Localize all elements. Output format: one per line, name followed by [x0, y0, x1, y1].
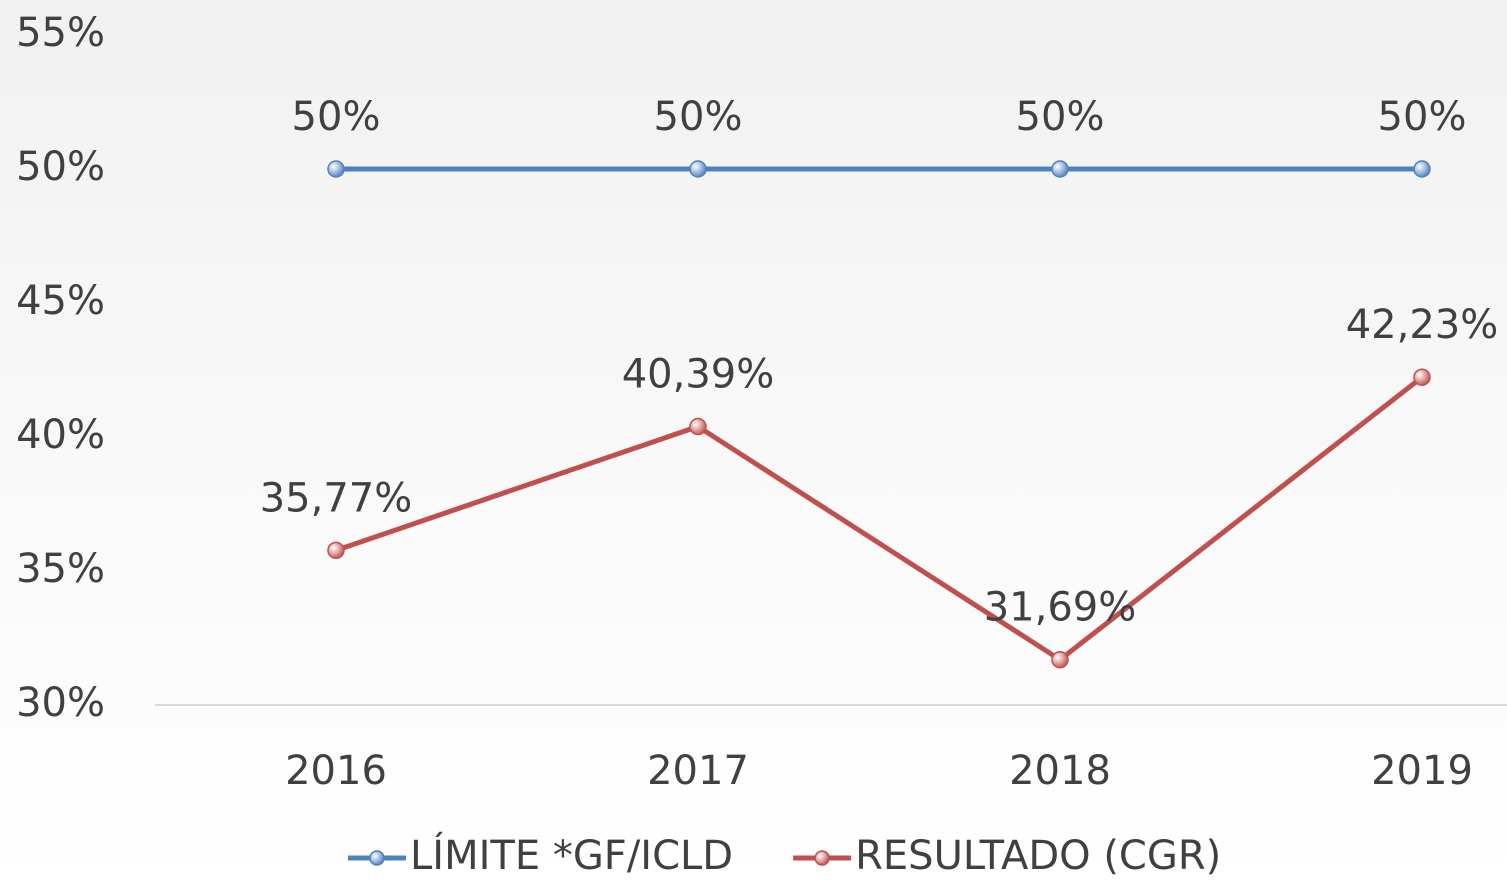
x-tick-label: 2017	[647, 748, 749, 794]
legend-label: RESULTADO (CGR)	[855, 833, 1221, 879]
y-tick-label: 35%	[16, 546, 105, 592]
marker	[1051, 160, 1069, 178]
x-tick-label: 2019	[1371, 748, 1473, 794]
marker	[327, 541, 345, 560]
x-tick-label: 2018	[1009, 748, 1111, 794]
data-label: 42,23%	[1346, 302, 1499, 348]
marker	[689, 160, 707, 178]
legend-label: LÍMITE *GF/ICLD	[410, 831, 733, 879]
marker	[1413, 368, 1431, 386]
legend-marker	[814, 850, 830, 866]
series-line	[335, 375, 1424, 663]
marker	[327, 160, 345, 178]
marker	[1413, 160, 1431, 178]
y-tick-label: 40%	[16, 412, 105, 458]
legend-marker	[369, 850, 385, 866]
y-tick-label: 45%	[16, 278, 105, 324]
data-label: 50%	[654, 94, 743, 140]
y-tick-label: 55%	[16, 10, 105, 56]
marker	[1051, 650, 1069, 669]
data-label: 31,69%	[984, 585, 1137, 631]
x-tick-label: 2016	[285, 748, 387, 794]
data-label: 40,39%	[622, 352, 775, 398]
y-tick-label: 30%	[16, 680, 105, 726]
marker	[689, 417, 707, 436]
data-label: 50%	[1016, 94, 1105, 140]
data-label: 50%	[1378, 94, 1467, 140]
y-tick-label: 50%	[16, 144, 105, 190]
data-label: 35,77%	[260, 475, 413, 521]
data-label: 50%	[292, 94, 381, 140]
